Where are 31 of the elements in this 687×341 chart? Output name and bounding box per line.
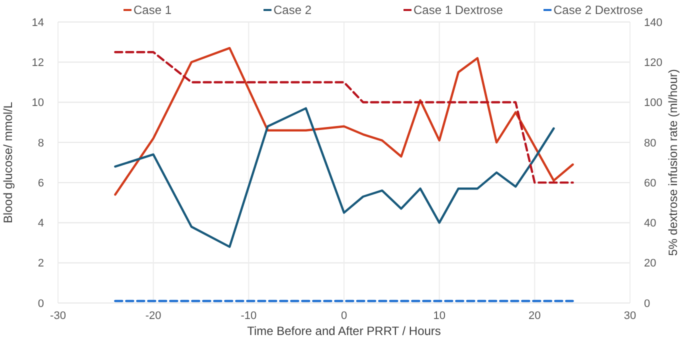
y2-axis-title: 5% dextrose infusion rate (ml/hour)	[666, 69, 680, 256]
y-tick-label: 6	[38, 177, 44, 190]
x-tick-label: 10	[433, 310, 446, 322]
y2-tick-label: 60	[644, 177, 656, 190]
y-tick-label: 10	[32, 97, 44, 110]
y-tick-label: 14	[32, 16, 44, 29]
y2-tick-label: 80	[644, 137, 656, 150]
legend-label: Case 2 Dextrose	[554, 3, 644, 18]
legend-label: Case 1 Dextrose	[414, 3, 504, 18]
x-axis-title: Time Before and After PRRT / Hours	[247, 324, 441, 338]
y2-tick-label: 100	[644, 97, 662, 110]
y-tick-label: 4	[38, 218, 44, 230]
y-tick-label: 0	[38, 298, 44, 310]
y2-tick-label: 140	[644, 16, 662, 29]
x-tick-label: 0	[340, 310, 348, 322]
line-series	[114, 107, 555, 248]
y-tick-label: 2	[38, 258, 44, 270]
legend-label: Case 1	[134, 3, 172, 18]
y2-tick-label: 20	[644, 258, 656, 270]
y2-tick-label: 40	[644, 218, 656, 230]
y-tick-label: 8	[38, 137, 44, 150]
y-axis-title: Blood glucose/ mmol/L	[1, 101, 15, 224]
y-tick-label: 12	[32, 56, 44, 69]
y2-tick-label: 0	[644, 298, 650, 310]
x-tick-label: 20	[528, 310, 541, 322]
y2-tick-label: 120	[644, 56, 662, 69]
x-tick-label: -20	[145, 310, 162, 322]
x-tick-label: -10	[240, 310, 257, 322]
x-tick-label: 30	[624, 310, 636, 322]
legend-label: Case 2	[274, 3, 312, 18]
x-tick-label: -30	[50, 310, 66, 322]
